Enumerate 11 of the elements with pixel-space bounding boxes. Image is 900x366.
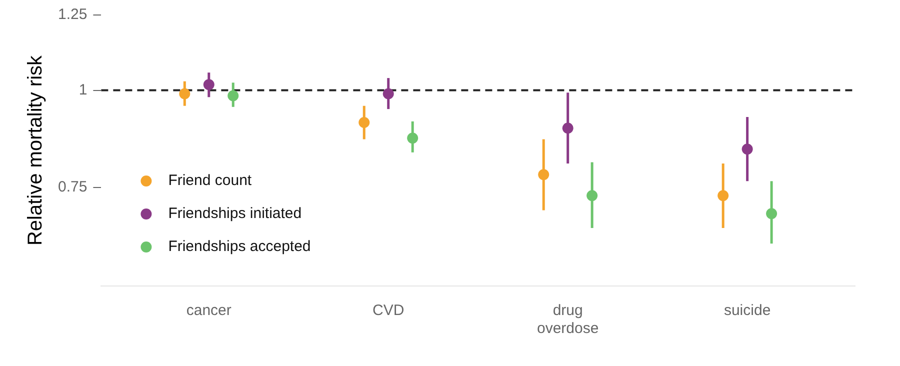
legend-label: Friendships accepted: [168, 238, 311, 256]
legend-label: Friend count: [168, 172, 252, 190]
y-tick-label: 1.25: [58, 6, 88, 24]
x-tick-label: suicide: [724, 302, 771, 320]
y-tick-label: 1: [78, 81, 88, 98]
x-tick-label: cancer: [186, 302, 232, 320]
legend-label: Friendships initiated: [168, 205, 302, 222]
x-tick-label: drug overdose: [536, 302, 599, 338]
y-axis-title: Relative mortality risk: [24, 54, 47, 246]
y-tick-label: 0.75: [58, 178, 88, 196]
x-tick-label: CVD: [372, 302, 404, 320]
